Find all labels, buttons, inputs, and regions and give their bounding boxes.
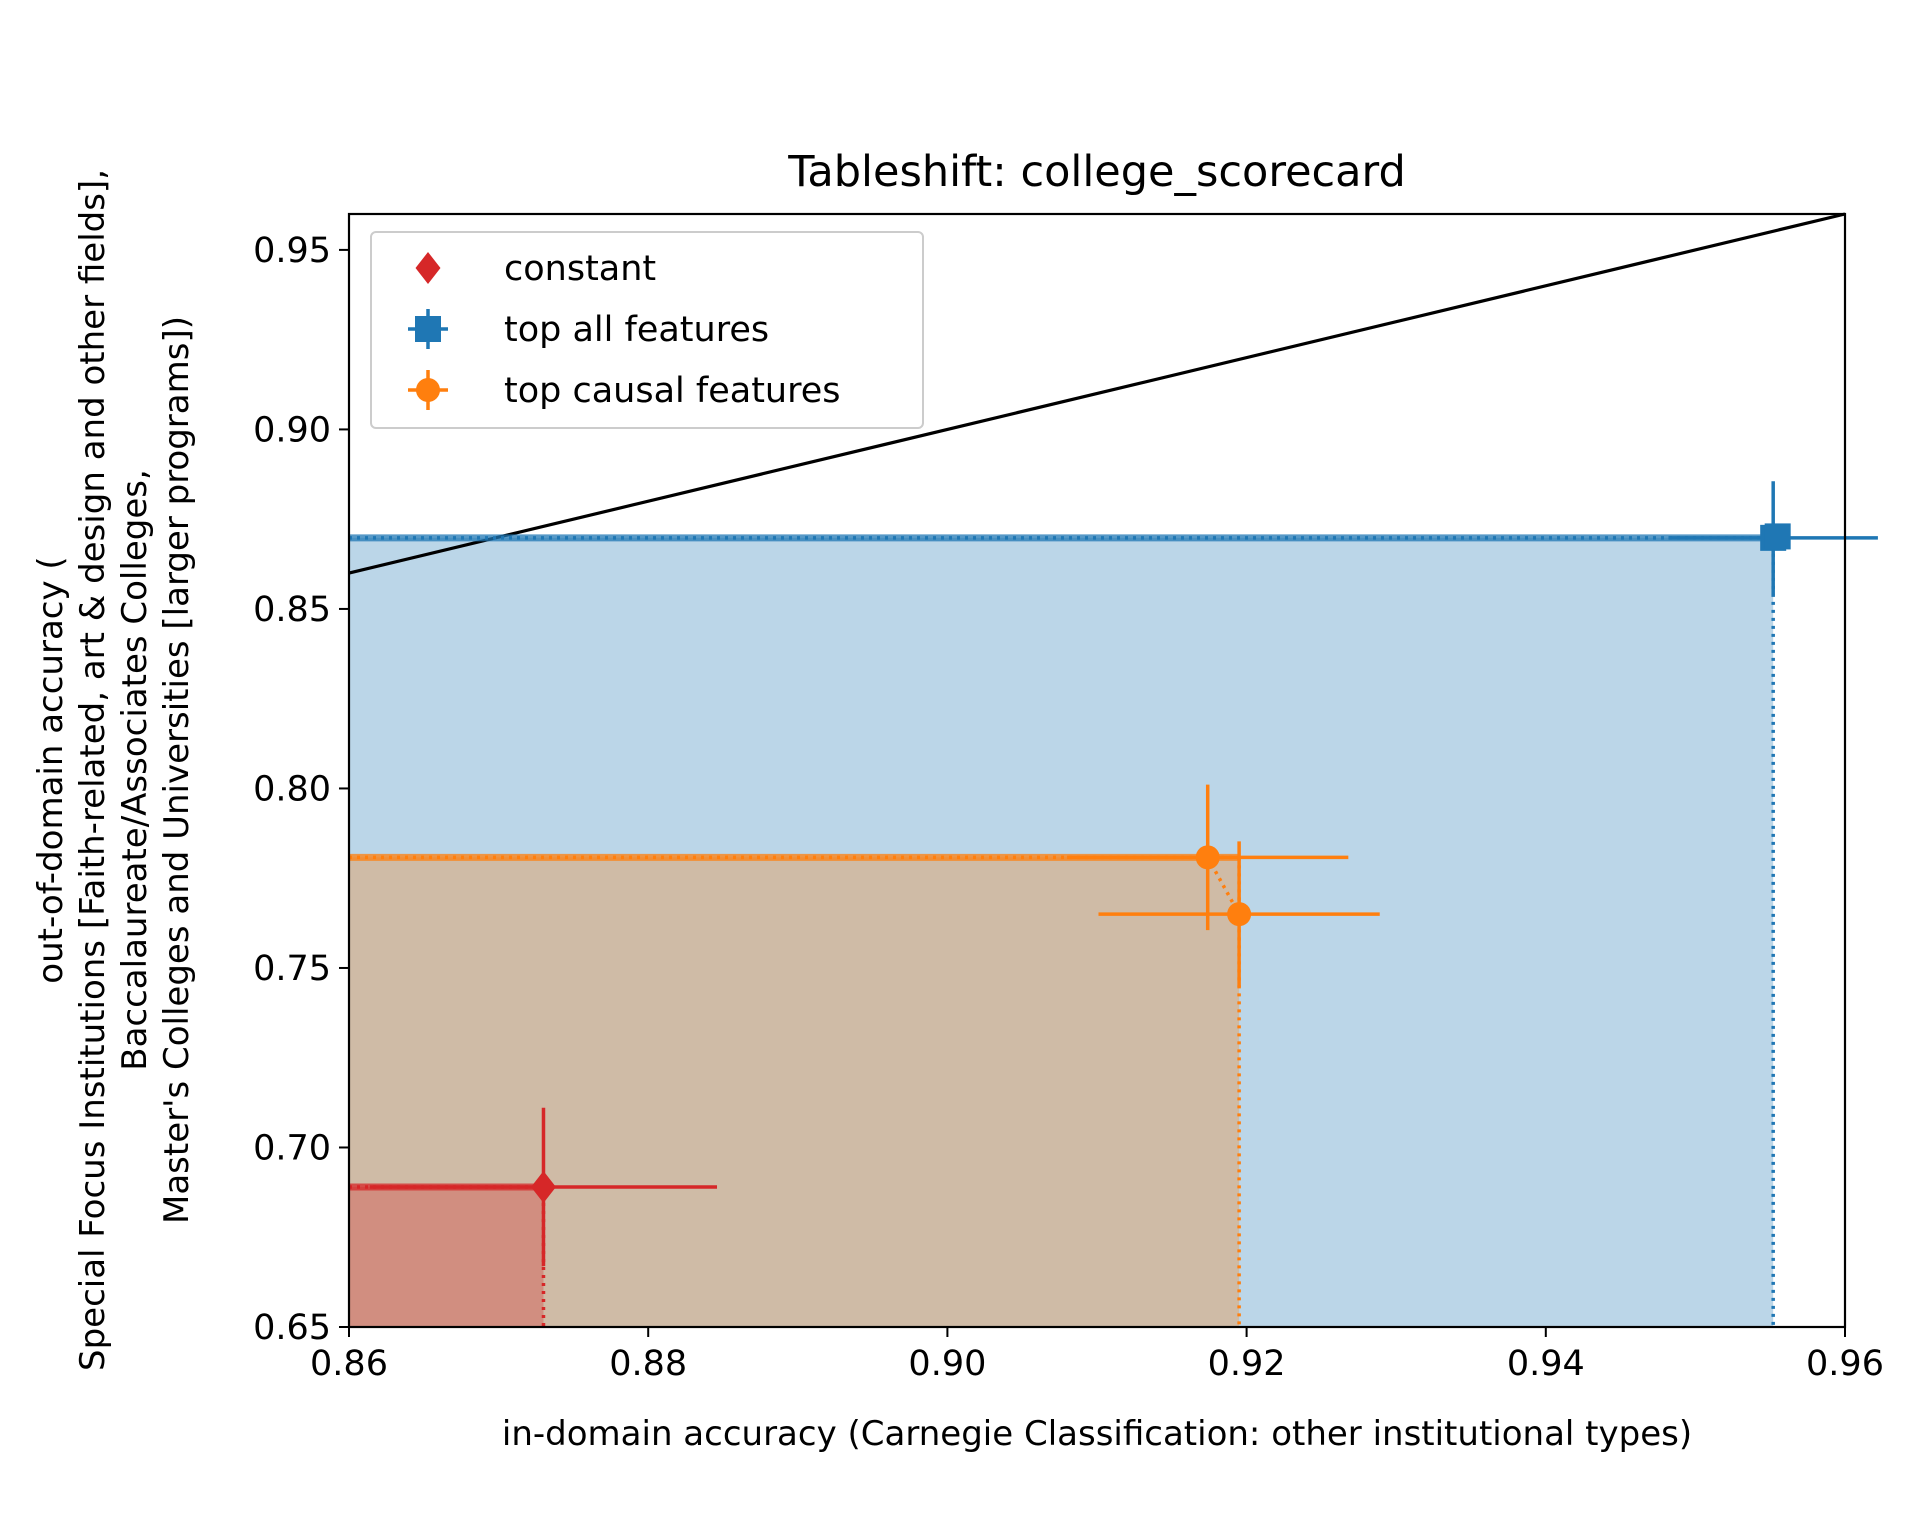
marker-2-1 (1227, 902, 1252, 927)
marker-1-1 (1764, 523, 1791, 550)
y-ticks: 0.65 0.70 0.75 0.80 0.85 0.90 0.95 (253, 231, 349, 1348)
y-axis-label-line-2: Special Focus Institutions [Faith-relate… (73, 169, 113, 1371)
y-tick-label-3: 0.80 (253, 769, 331, 809)
legend-marker-0 (415, 252, 441, 284)
y-tick-label-6: 0.95 (253, 231, 331, 271)
y-axis-label: out-of-domain accuracy ( Special Focus I… (31, 169, 197, 1371)
diagonal-layer (348, 212, 1846, 575)
x-axis-label: in-domain accuracy (Carnegie Classificat… (502, 1414, 1692, 1454)
x-tick-label-3: 0.92 (1208, 1344, 1286, 1384)
x-ticks: 0.86 0.88 0.90 0.92 0.94 0.96 (310, 1327, 1884, 1384)
legend-label-top-causal-features: top causal features (504, 371, 840, 411)
legend-markers (408, 252, 448, 410)
marker-0-0 (531, 1170, 556, 1203)
marker-2-0 (1195, 845, 1220, 870)
plot-frame (347, 212, 1847, 1329)
x-tick-label-5: 0.96 (1806, 1344, 1884, 1384)
legend-marker-1 (415, 316, 441, 342)
diagonal-line (348, 212, 1846, 575)
y-tick-label-0: 0.65 (253, 1308, 331, 1348)
frontier-fill-0 (349, 1186, 544, 1327)
legend: constant top all features top causal fea… (370, 231, 924, 429)
markers-layer (531, 523, 1791, 1203)
y-tick-label-2: 0.75 (253, 949, 331, 989)
legend-label-constant: constant (504, 249, 656, 289)
x-tick-label-0: 0.86 (310, 1344, 388, 1384)
legend-label-top-all-features: top all features (504, 310, 769, 350)
x-tick-label-4: 0.94 (1507, 1344, 1585, 1384)
x-tick-label-1: 0.88 (609, 1344, 687, 1384)
frontier-fill-2 (349, 857, 1240, 1327)
frontier-fill-1 (349, 537, 1774, 1327)
y-tick-label-4: 0.85 (253, 590, 331, 630)
y-axis-label-line-4: Master's Colleges and Universities [larg… (157, 316, 197, 1224)
legend-marker-2 (416, 378, 440, 402)
y-axis-label-line-1: out-of-domain accuracy ( (31, 556, 71, 983)
chart-title: Tableshift: college_scorecard (787, 147, 1406, 197)
x-tick-label-2: 0.90 (908, 1344, 986, 1384)
frontier-fill-layer (349, 537, 1774, 1327)
y-tick-label-5: 0.90 (253, 410, 331, 450)
legend-box (370, 231, 924, 429)
y-tick-label-1: 0.70 (253, 1128, 331, 1168)
y-axis-label-line-3: Baccalaureate/Associates Colleges, (115, 469, 155, 1071)
